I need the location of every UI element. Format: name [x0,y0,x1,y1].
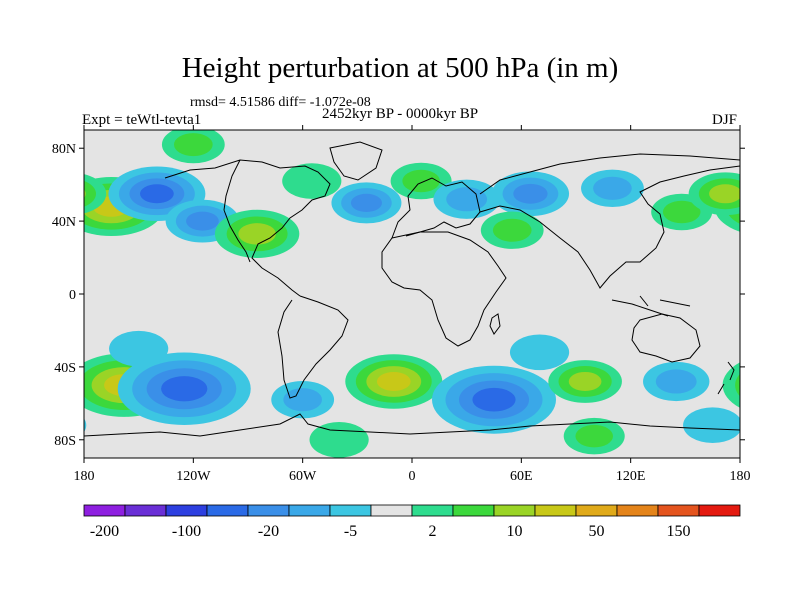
colorbar-swatch [288,504,331,517]
anomaly-contour [283,388,322,412]
anomaly-contour [722,362,740,408]
greenland-coastline [329,141,383,181]
x-tick-label: 180 [74,469,95,484]
anomaly-contour [84,189,86,199]
anomaly-contour [593,176,632,200]
colorbar-swatch [698,504,741,517]
colorbar-label: 2 [429,523,437,540]
anomaly-contour [513,183,548,204]
south-america-coastline [277,295,349,399]
colorbar-label: -5 [344,523,357,540]
north-america-coastline [164,159,331,297]
experiment-label: Expt = teWtl-tevta1 [82,112,202,128]
colorbar-label: -100 [172,523,201,540]
period-label: 2452kyr BP - 0000kyr BP [322,106,479,122]
maritime-continent-coastline [611,295,691,317]
anomaly-contour [709,184,740,204]
colorbar-swatch [657,504,700,517]
y-tick-label: 40S [54,361,76,376]
anomaly-contour [737,199,740,214]
anomaly-contour [575,424,613,448]
anomaly-contour [376,371,411,391]
colorbar-swatch [206,504,249,517]
colorbar-swatch [452,504,495,517]
anomaly-contour [174,133,213,157]
anomaly-contour [238,223,276,245]
x-tick-label: 120E [616,469,646,484]
colorbar-label: -20 [258,523,279,540]
anomaly-contour [186,211,219,231]
y-tick-label: 0 [69,288,76,303]
y-tick-label: 80N [52,142,76,157]
y-tick-label: 80S [54,434,76,449]
colorbar-swatch [124,504,167,517]
colorbar-swatch [165,504,208,517]
rmsd-subtitle: rmsd= 4.51586 diff= -1.072e-08 [190,95,371,110]
colorbar-swatch [575,504,618,517]
colorbar: -200 -100 -20 -5 2 10 50 150 [83,504,741,540]
colorbar-swatch [411,504,454,517]
x-tick-label: 0 [409,469,416,484]
contour-fill-layer [84,130,740,458]
colorbar-label: 150 [667,523,691,540]
anomaly-contour [402,169,440,193]
x-tick-label: 120W [176,469,211,484]
anomaly-contour [282,163,342,199]
colorbar-label: 10 [507,523,523,540]
africa-coastline [381,231,507,347]
anomaly-contour [350,193,383,212]
colorbar-swatch [83,504,126,517]
anomaly-contour [662,200,701,224]
colorbar-swatch [616,504,659,517]
anomaly-contour [509,334,570,371]
x-tick-label: 180 [730,469,751,484]
y-tick-label: 40N [52,215,76,230]
anomaly-contour [140,184,174,204]
colorbar-swatch [534,504,577,517]
madagascar-coastline [489,313,501,335]
colorbar-swatch [493,504,536,517]
new-zealand-coastline [717,361,735,395]
season-label: DJF [712,112,738,128]
x-tick-label: 60E [510,469,533,484]
australia-coastline [631,313,701,363]
antarctica-coastline [84,413,740,437]
page-title: Height perturbation at 500 hPa (in m) [181,52,619,84]
anomaly-contour [492,218,532,242]
anomaly-contour [683,407,740,443]
anomaly-contour [84,180,96,207]
coastline-layer [84,141,740,437]
colorbar-swatch [329,504,372,517]
colorbar-label: 50 [589,523,605,540]
asia-coastline [479,153,740,289]
anomaly-contour [568,371,602,391]
axis-ticks: 180 120W 60W 0 60E 120E 180 80N 40N 0 40S 80S [52,125,751,484]
europe-coastline [391,177,481,239]
colorbar-swatch [247,504,290,517]
colorbar-swatch [370,504,413,517]
anomaly-contour [84,418,87,433]
colorbar-label: -200 [90,523,119,540]
anomaly-contour [655,369,697,394]
anomaly-contour [161,376,208,402]
x-tick-label: 60W [289,469,317,484]
anomaly-contour [735,373,740,397]
anomaly-contour [446,187,488,212]
anomaly-contour [472,387,516,412]
anomaly-contour [109,330,169,367]
